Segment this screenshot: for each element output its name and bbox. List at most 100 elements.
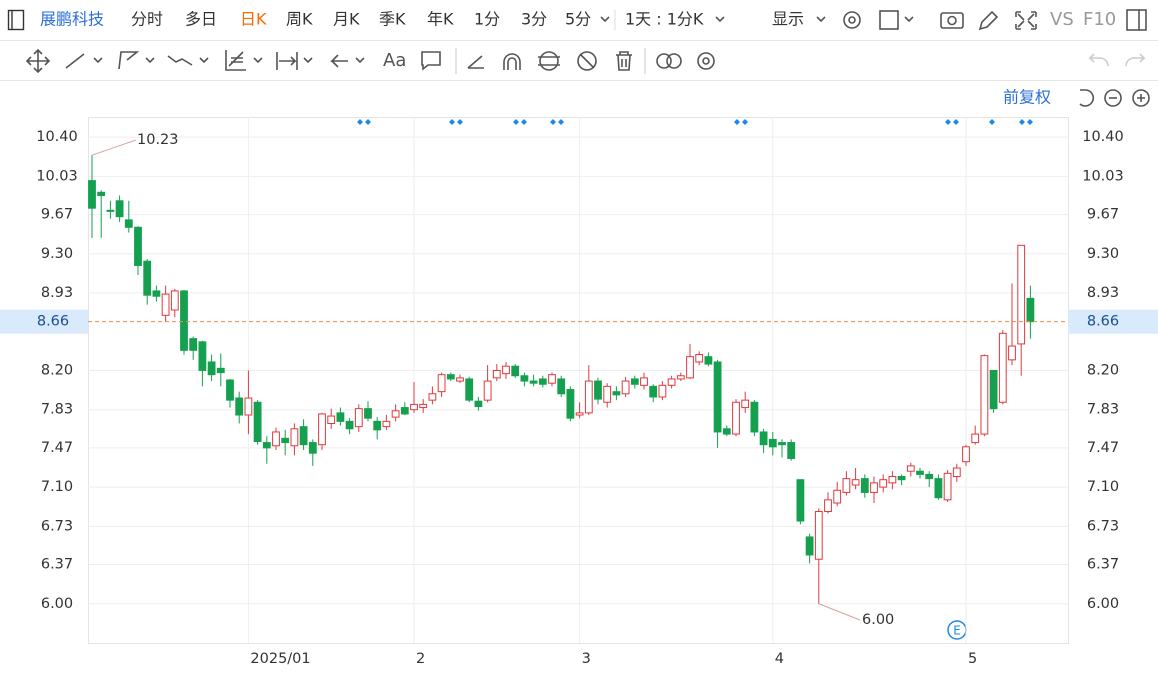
period-tab[interactable]: 月K <box>333 10 360 29</box>
candle-body <box>768 438 777 448</box>
move-tool[interactable] <box>25 48 51 74</box>
candle-body <box>327 415 336 424</box>
period-tab[interactable]: 日K <box>240 10 267 29</box>
settings-icon[interactable] <box>843 11 861 29</box>
candle-body <box>134 226 142 266</box>
candle-body <box>584 380 593 414</box>
x-tick-label: 2 <box>416 651 425 667</box>
candles <box>88 155 1068 604</box>
shape-tool[interactable] <box>118 51 155 70</box>
candle-body <box>502 365 510 375</box>
lock-tool[interactable] <box>538 51 560 71</box>
candle-body <box>88 180 96 209</box>
period-tab[interactable]: 5分 <box>565 10 591 29</box>
candle-body <box>170 290 179 311</box>
reset-icon[interactable] <box>1079 89 1095 107</box>
candle-body <box>1017 244 1026 345</box>
candle-body <box>805 536 814 556</box>
event-marker[interactable] <box>357 119 1033 125</box>
camera-icon[interactable] <box>940 12 964 29</box>
drawing-tools <box>25 48 1146 74</box>
y-tick-label: 8.93 <box>41 285 73 301</box>
candle-body <box>143 260 152 296</box>
x-tick-label: 5 <box>968 651 977 667</box>
hide-tool <box>579 53 595 69</box>
angle-tool[interactable] <box>467 55 484 69</box>
y-tick-label: 10.40 <box>1082 129 1124 145</box>
overlay-tool[interactable] <box>656 53 672 69</box>
pen-icon[interactable] <box>978 10 999 31</box>
period-tab[interactable]: 分时 <box>131 10 163 29</box>
candle-body <box>124 219 133 228</box>
candle-body <box>778 442 786 446</box>
y-tick-label: 10.03 <box>36 168 78 184</box>
candle-body <box>833 489 842 504</box>
period-tab[interactable]: 3分 <box>521 10 547 29</box>
checkbox[interactable] <box>879 10 899 30</box>
stock-name[interactable]: 展鹏科技 <box>40 10 104 29</box>
y-tick-label: 9.30 <box>41 246 73 262</box>
display-menu[interactable]: 显示 <box>772 10 804 29</box>
event-markers <box>357 119 1033 125</box>
candle-body <box>456 377 464 382</box>
wave-tool[interactable] <box>167 55 209 66</box>
adjust-mode[interactable]: 前复权 <box>1003 88 1051 107</box>
period-tab[interactable]: 周K <box>286 10 313 29</box>
redo[interactable] <box>1125 53 1146 67</box>
compare-button[interactable]: VS <box>1050 9 1074 30</box>
candle-body <box>235 397 244 416</box>
delete-tool[interactable] <box>616 51 632 71</box>
candle-body <box>290 428 299 447</box>
interval[interactable]: 1天 : 1分K <box>625 10 704 29</box>
chevron <box>816 16 826 23</box>
candle-body <box>308 442 317 454</box>
period-tab[interactable]: 1分 <box>474 10 500 29</box>
candle-body <box>189 338 198 351</box>
plot-frame <box>88 117 1069 644</box>
settings-tool[interactable] <box>697 52 715 70</box>
price-tag-bg <box>0 309 88 334</box>
note-tool[interactable] <box>421 51 441 71</box>
candle-body <box>538 378 547 385</box>
text-tool[interactable]: Aa <box>383 50 406 71</box>
line-tool[interactable] <box>65 53 103 69</box>
candle-body <box>906 465 915 472</box>
period-tab[interactable]: 季K <box>379 10 406 29</box>
grid <box>88 117 1068 643</box>
period-tabs: 分时 多日 日K 周K 月K 季K 年K 1分 3分 5分 <box>131 10 591 29</box>
arrow-tool[interactable] <box>330 54 365 68</box>
candle-body <box>998 332 1007 403</box>
candle-body <box>106 209 115 212</box>
fullscreen-icon[interactable] <box>1015 11 1037 30</box>
f10-button[interactable]: F10 <box>1083 9 1116 30</box>
candle-body <box>520 375 529 382</box>
y-tick-label: 6.00 <box>1087 596 1119 612</box>
candle-body <box>161 293 170 316</box>
y-tick-label: 7.47 <box>1087 440 1119 456</box>
price-tag: 8.66 <box>1087 314 1119 330</box>
candle-body <box>446 374 455 380</box>
candle-body <box>676 375 685 380</box>
period-tab[interactable]: 年K <box>427 10 454 29</box>
overlay-tool <box>666 53 682 69</box>
zoom-in[interactable] <box>1132 89 1150 107</box>
candle-body <box>879 479 888 488</box>
candle-body <box>713 361 722 433</box>
candle-body <box>787 442 796 459</box>
settings-tool <box>702 57 710 65</box>
y-tick-label: 7.10 <box>41 479 73 495</box>
hide-tool[interactable] <box>577 51 597 71</box>
candle-body <box>548 374 556 384</box>
sidebar-icon[interactable] <box>7 9 25 31</box>
fib-tool[interactable] <box>225 50 263 71</box>
period-tab[interactable]: 多日 <box>185 10 217 29</box>
y-tick-label: 9.67 <box>1087 207 1119 223</box>
panel-icon[interactable] <box>1126 9 1147 31</box>
candle-body <box>603 385 612 403</box>
undo[interactable] <box>1088 53 1109 67</box>
range-tool[interactable] <box>276 52 313 70</box>
magnet-tool[interactable] <box>503 53 521 70</box>
candle-body <box>824 499 832 513</box>
zoom-out[interactable] <box>1104 89 1122 107</box>
